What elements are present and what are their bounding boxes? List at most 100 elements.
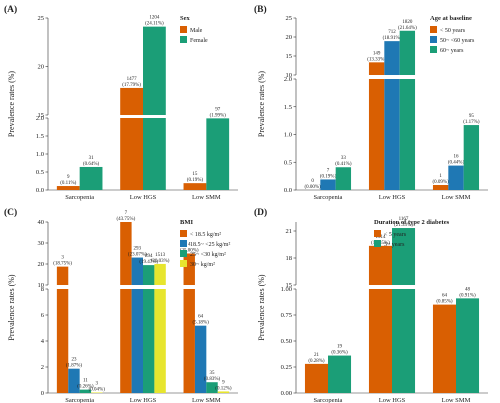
data-label-count: 21 xyxy=(314,353,320,358)
chart-panel-a: (A)Prevalence rates (%)0.00.51.01.52.015… xyxy=(4,4,238,201)
legend-item: Female xyxy=(190,38,208,44)
legend-title: Duration of type 2 diabetes xyxy=(374,219,450,226)
y-tick-label: 1.5 xyxy=(284,104,292,111)
y-tick-label: 0.0 xyxy=(36,187,44,194)
bar xyxy=(183,183,207,190)
bar xyxy=(120,118,143,190)
bar xyxy=(154,263,166,285)
data-label-count: 0 xyxy=(311,179,314,184)
data-label-percent: (0.26%) xyxy=(77,385,94,390)
y-tick-label: 8 xyxy=(41,286,44,293)
data-label-percent: (0.04%) xyxy=(89,387,106,392)
data-label-percent: (1.99%) xyxy=(210,113,227,118)
x-category-label: Low SMM xyxy=(442,397,471,403)
data-label-percent: (0.64%) xyxy=(83,162,100,167)
y-tick-label: 1.5 xyxy=(36,133,44,140)
x-category-label: Sarcopenia xyxy=(314,194,343,201)
data-label-count: 9 xyxy=(222,380,225,385)
data-label-count: 1477 xyxy=(127,77,138,82)
data-label-percent: (0.19%) xyxy=(320,174,337,179)
bar xyxy=(206,382,218,393)
data-label-count: 19 xyxy=(337,345,343,350)
legend-item: 5~ years xyxy=(384,242,405,248)
legend-title: Age at baseline xyxy=(430,15,472,22)
y-tick-label: 4 xyxy=(41,338,45,345)
legend-item: 30~ kg/m² xyxy=(190,262,215,268)
data-label-count: 3 xyxy=(96,381,99,386)
data-label-percent: (0.11%) xyxy=(60,181,76,186)
legend-item: 60~ years xyxy=(440,48,464,54)
y-tick-label: 20 xyxy=(38,261,45,268)
y-tick-label: 1.00 xyxy=(281,286,292,293)
y-tick-label: 2 xyxy=(41,364,44,371)
bar xyxy=(206,118,230,190)
bar xyxy=(320,179,336,190)
y-tick-label: 25 xyxy=(38,15,45,22)
x-category-label: Low HGS xyxy=(130,194,157,201)
data-label-count: 15 xyxy=(192,172,198,177)
legend-swatch xyxy=(180,230,187,237)
y-axis-label: Prevalence rates (%) xyxy=(257,274,266,341)
data-label-percent: (0.12%) xyxy=(215,386,232,391)
data-label-percent: (21.33%) xyxy=(394,223,413,228)
bar xyxy=(56,186,80,190)
y-tick-label: 2.0 xyxy=(284,76,292,83)
bar xyxy=(432,304,456,393)
y-tick-label: 0.25 xyxy=(281,364,292,371)
bar xyxy=(368,62,385,75)
data-label-percent: (0.91%) xyxy=(459,293,476,298)
x-category-label: Sarcopenia xyxy=(65,194,94,201)
data-label-count: 64 xyxy=(198,315,204,320)
legend-swatch xyxy=(374,240,381,247)
y-tick-label: 10 xyxy=(38,282,45,289)
y-tick-label: 0.75 xyxy=(281,312,292,319)
legend-swatch xyxy=(180,36,187,43)
legend-swatch xyxy=(180,250,187,257)
data-label-percent: (0.19%) xyxy=(187,178,204,183)
bar xyxy=(68,368,80,393)
bar xyxy=(368,289,392,393)
y-axis-label: Prevalence rates (%) xyxy=(7,274,16,341)
y-tick-label: 20 xyxy=(286,34,293,41)
data-label-percent: (0.83%) xyxy=(204,377,221,382)
bar xyxy=(131,257,143,285)
x-category-label: Low HGS xyxy=(379,397,406,403)
bar xyxy=(120,87,143,115)
bar xyxy=(183,253,195,285)
data-label-percent: (0.44%) xyxy=(448,161,465,166)
bar xyxy=(399,79,416,190)
data-label-count: 1513 xyxy=(155,253,166,258)
bar xyxy=(56,289,69,393)
data-label-count: 4 xyxy=(188,243,191,248)
bar xyxy=(143,26,166,116)
bar xyxy=(368,79,385,190)
chart-panel-c: (C) Prevalence rates (%) 0 2 4 6 810 20 30 40 Sarc… xyxy=(4,207,238,403)
data-label-count: 9 xyxy=(67,175,70,180)
y-tick-label: 2.0 xyxy=(36,115,44,122)
chart-panel-b: (B)Prevalence rates (%)0.00.51.01.52.010… xyxy=(254,4,488,201)
data-label-count: 1514 xyxy=(375,235,386,240)
y-tick-label: 25 xyxy=(286,15,293,22)
bar xyxy=(131,289,143,393)
data-label-count: 3 xyxy=(61,256,64,261)
bar xyxy=(368,245,392,285)
bar xyxy=(79,166,103,190)
legend-swatch xyxy=(374,230,381,237)
bar xyxy=(456,298,480,393)
bar xyxy=(384,41,400,75)
bar xyxy=(392,228,416,285)
data-label-count: 31 xyxy=(89,156,95,161)
bar xyxy=(120,222,132,285)
y-tick-label: 0.5 xyxy=(36,169,44,176)
y-axis-label: Prevalence rates (%) xyxy=(7,71,16,138)
panel-label: (A) xyxy=(4,4,17,15)
data-label-count: 293 xyxy=(134,247,142,252)
data-label-count: 1204 xyxy=(149,16,160,21)
bar xyxy=(392,289,416,393)
bar xyxy=(448,165,464,190)
data-label-count: 16 xyxy=(454,155,460,160)
y-tick-label: 18 xyxy=(286,255,293,262)
data-label-count: 7 xyxy=(327,168,330,173)
data-label-count: 64 xyxy=(442,294,448,299)
